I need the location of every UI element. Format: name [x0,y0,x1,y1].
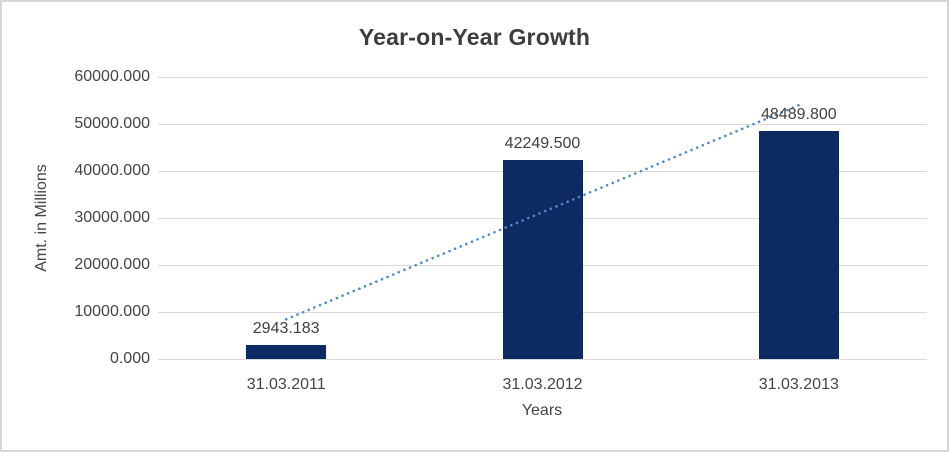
y-tick-label: 60000.000 [74,68,150,85]
bar [758,131,839,359]
bar [502,160,583,359]
y-tick-label: 10000.000 [74,303,150,320]
data-label: 2943.183 [252,320,320,338]
y-tick-label: 20000.000 [74,256,150,273]
gridline [158,76,927,78]
data-label: 42249.500 [504,135,581,153]
chart-title: Year-on-Year Growth [358,24,591,50]
gridline [158,358,927,360]
x-tick-label: 31.03.2013 [758,376,839,393]
x-tick-label: 31.03.2011 [246,376,326,393]
bar [246,345,327,359]
y-tick-label: 30000.000 [74,209,150,226]
y-tick-label: 40000.000 [74,162,150,179]
x-tick-label: 31.03.2012 [502,376,583,393]
y-tick-label: 0.000 [109,350,150,367]
y-tick-label: 50000.000 [74,115,150,132]
data-label: 48489.800 [761,106,837,124]
x-axis-title: Years [521,402,563,419]
